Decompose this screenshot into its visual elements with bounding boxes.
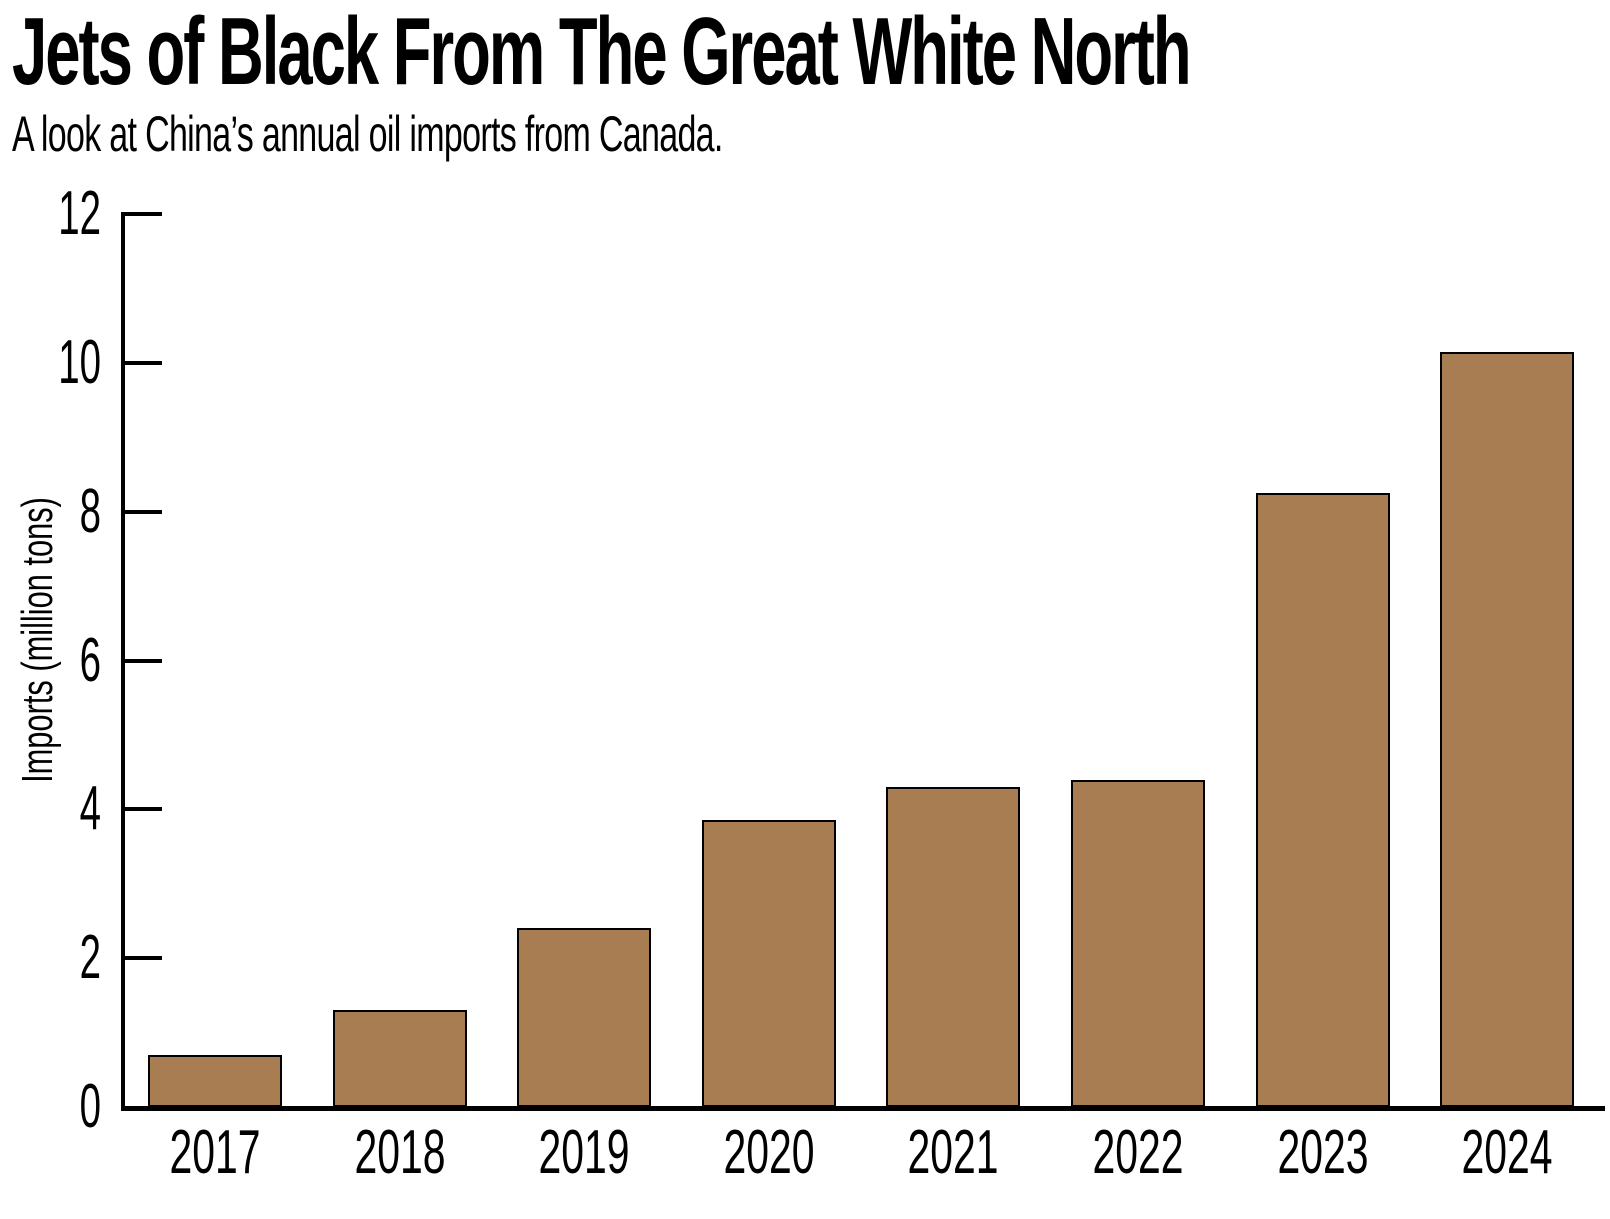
- bar-2024: [1440, 352, 1574, 1107]
- bar-2018: [333, 1010, 467, 1107]
- chart-title: Jets of Black From The Great White North: [12, 0, 1192, 105]
- x-tick-label: 2024: [1461, 1118, 1553, 1187]
- y-tick: [125, 509, 162, 514]
- y-tick: [125, 360, 162, 365]
- chart-subtitle: A look at China’s annual oil imports fro…: [12, 106, 723, 162]
- bar-2021: [886, 787, 1020, 1107]
- bar-2019: [517, 928, 651, 1107]
- y-tick-label: 12: [58, 179, 101, 248]
- y-tick: [125, 212, 162, 216]
- y-tick: [125, 807, 162, 812]
- x-tick-label: 2019: [538, 1118, 630, 1187]
- x-axis-line: [121, 1106, 1605, 1111]
- x-tick-label: 2023: [1277, 1118, 1369, 1187]
- x-tick-label: 2021: [907, 1118, 999, 1187]
- bar-2017: [148, 1055, 282, 1107]
- bar-2022: [1071, 780, 1205, 1107]
- x-tick-label: 2018: [354, 1118, 446, 1187]
- x-tick-label: 2022: [1092, 1118, 1184, 1187]
- y-tick-label: 10: [58, 327, 101, 397]
- y-tick: [125, 956, 162, 961]
- y-tick: [125, 658, 162, 663]
- y-tick-label: 2: [79, 923, 101, 993]
- bar-2023: [1256, 493, 1390, 1107]
- y-tick-label: 4: [79, 774, 101, 844]
- y-tick-label: 8: [79, 476, 101, 546]
- y-tick-label: 0: [79, 1072, 101, 1141]
- x-tick-label: 2017: [169, 1118, 261, 1187]
- y-axis-line: [121, 212, 125, 1111]
- bar-2020: [702, 820, 836, 1107]
- y-tick-label: 6: [79, 625, 101, 695]
- x-tick-label: 2020: [723, 1118, 815, 1187]
